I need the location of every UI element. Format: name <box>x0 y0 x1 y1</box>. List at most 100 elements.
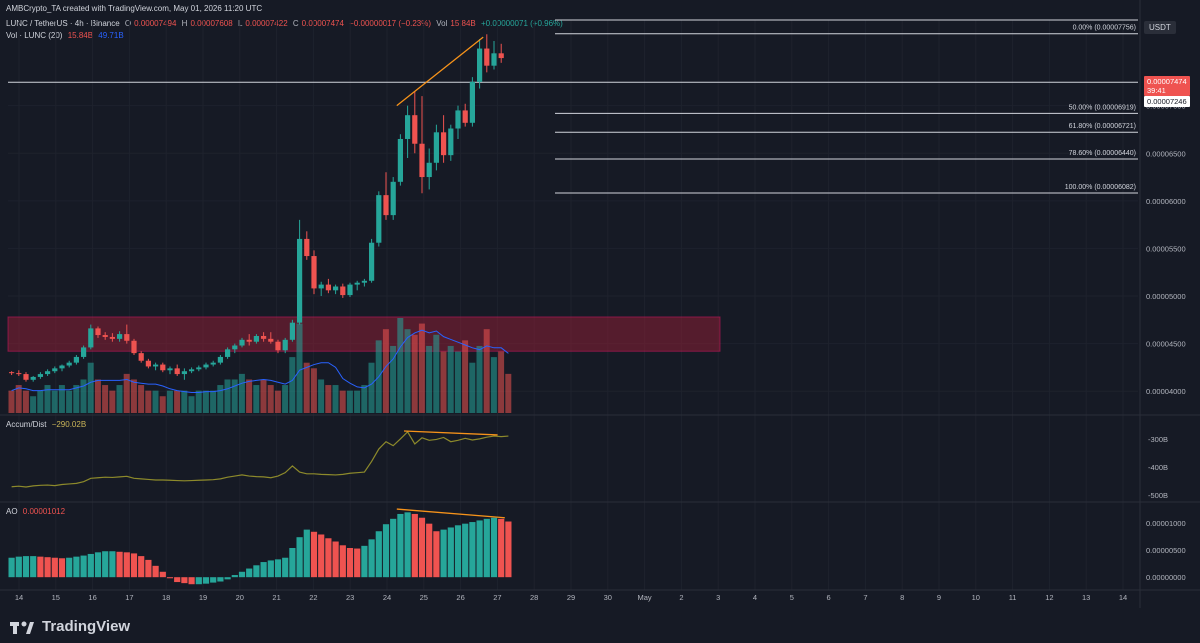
brand-name: TradingView <box>42 618 131 635</box>
candle-body <box>261 336 267 339</box>
candle-body <box>131 340 137 354</box>
candle-body <box>462 110 468 123</box>
ao-bar <box>361 545 368 578</box>
volume-change: +0.00000071 (+0.96%) <box>480 19 563 28</box>
ao-value: 0.00001012 <box>22 507 66 516</box>
last-price-tag: 0.00007474 39:41 <box>1144 76 1190 96</box>
ao-bar <box>282 557 289 578</box>
x-tick-label: 21 <box>272 593 280 602</box>
candle-body <box>361 280 367 283</box>
ao-bar <box>289 548 296 578</box>
creator-line: AMBCrypto_TA created with TradingView.co… <box>6 4 263 13</box>
candle-body <box>484 48 490 66</box>
ao-bar <box>325 538 332 578</box>
ao-bar <box>382 524 390 578</box>
volume-bar <box>454 351 461 413</box>
ao-bar <box>274 559 282 578</box>
volume-bar <box>130 379 137 413</box>
volume-bar <box>390 345 397 413</box>
volume-bar <box>66 390 73 413</box>
volume-bar <box>483 329 490 413</box>
fib-level-label: 100.00% (0.00006082) <box>1065 184 1136 191</box>
accum-dist-value: −290.02B <box>51 420 87 429</box>
volume-bar <box>260 379 267 413</box>
candle-body <box>405 115 411 139</box>
x-tick-label: 9 <box>937 593 941 602</box>
accum-dist-label[interactable]: Accum/Dist <box>6 420 47 429</box>
high-value: 0.00007608 <box>190 19 233 28</box>
ao-bar <box>138 556 145 578</box>
x-tick-label: 22 <box>309 593 317 602</box>
candle-body <box>419 143 425 178</box>
candle-body <box>167 368 173 371</box>
candle-body <box>66 362 72 366</box>
volume-bar <box>462 340 469 413</box>
ao-label[interactable]: AO <box>6 507 18 516</box>
volume-bar <box>505 373 512 413</box>
volume-bar <box>238 373 245 413</box>
volume-bar <box>498 351 505 413</box>
ao-bar <box>195 577 202 585</box>
volume-ma-line <box>11 329 509 394</box>
ao-bar <box>37 556 44 578</box>
accum-dist-line <box>11 430 509 488</box>
ao-bar <box>159 571 166 578</box>
ao-bar <box>246 568 253 578</box>
ao-bar <box>418 517 426 578</box>
candle-body <box>448 128 454 156</box>
volume-bar <box>318 379 325 413</box>
candle-body <box>160 364 166 371</box>
x-tick-label: 16 <box>88 593 96 602</box>
volume-bar <box>138 385 145 413</box>
vol-ma-value: 49.71B <box>98 31 124 40</box>
tradingview-logo[interactable]: TradingView <box>10 618 130 635</box>
ao-bar <box>332 541 339 578</box>
volume-bar <box>109 390 116 413</box>
candle-body <box>275 341 281 351</box>
ao-tick-label: 0.00000000 <box>1146 573 1186 582</box>
ao-bar <box>238 571 246 578</box>
x-tick-label: 24 <box>383 593 391 602</box>
low-value: 0.00007422 <box>245 19 288 28</box>
ao-bar <box>145 559 152 578</box>
ao-bar <box>231 575 238 578</box>
currency-button[interactable]: USDT <box>1144 21 1176 34</box>
candle-body <box>469 81 475 123</box>
volume-bar <box>253 385 260 413</box>
candle-body <box>318 284 324 289</box>
ao-bar <box>354 548 361 578</box>
candle-body <box>109 336 115 339</box>
fib-level-label: 61.80% (0.00006721) <box>1069 123 1136 130</box>
open-label: O <box>124 19 132 28</box>
volume-bar <box>418 323 425 413</box>
candle-body <box>174 368 180 375</box>
volume-bar <box>22 390 29 413</box>
close-label: C <box>292 19 299 28</box>
candle-body <box>426 162 432 178</box>
x-tick-label: 14 <box>1119 593 1127 602</box>
candle-body <box>390 181 396 216</box>
volume-bar <box>310 368 317 413</box>
x-tick-label: 12 <box>1045 593 1053 602</box>
ao-bar <box>490 517 498 578</box>
vol-indicator-label[interactable]: Vol · LUNC (20) <box>6 31 63 40</box>
symbol-title[interactable]: LUNC / TetherUS · 4h · Binance <box>6 19 120 28</box>
ao-bar <box>440 529 447 578</box>
volume-bar <box>361 385 368 413</box>
candle-body <box>196 367 202 370</box>
x-tick-label: 11 <box>1009 593 1017 602</box>
volume-bar <box>426 345 433 413</box>
x-tick-label: 10 <box>972 593 980 602</box>
ao-bar <box>109 551 116 578</box>
candle-body <box>59 365 65 369</box>
ad-tick-label: -500B <box>1148 491 1168 500</box>
volume-bar <box>231 379 238 413</box>
volume-bar <box>246 379 253 413</box>
volume-bar <box>289 357 296 413</box>
volume-bar <box>447 345 454 413</box>
ao-bar <box>30 556 37 578</box>
candle-body <box>383 195 389 216</box>
x-tick-label: 13 <box>1082 593 1090 602</box>
